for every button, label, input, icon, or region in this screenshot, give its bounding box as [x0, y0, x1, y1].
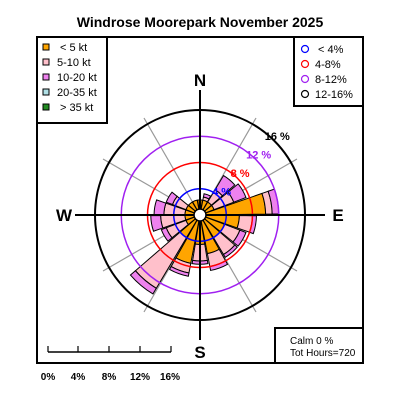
- petal-140-speed-2: [222, 244, 238, 258]
- total-hours-text: Tot Hours=720: [290, 348, 356, 359]
- ring-label-4: 4 %: [212, 186, 231, 198]
- compass-south: S: [194, 343, 205, 362]
- radial-gridline: [143, 117, 201, 216]
- scale-label-2: 8%: [102, 372, 117, 383]
- calm-text: Calm 0 %: [290, 336, 333, 347]
- petal-240-speed-2: [160, 227, 173, 242]
- ring-legend-label-0: < 4%: [318, 44, 344, 56]
- speed-swatch-2: [42, 73, 50, 81]
- scale-ticks: [47, 346, 172, 352]
- ring-legend-label-1: 4-8%: [315, 59, 341, 71]
- petal-120-speed-2: [232, 229, 247, 247]
- speed-swatch-0: [42, 43, 50, 51]
- petal-260-speed-2: [150, 215, 164, 232]
- petal-300-speed-2: [165, 191, 178, 206]
- speed-swatch-1: [42, 58, 50, 66]
- ring-legend-box: [293, 36, 364, 107]
- speed-label-3: 20-35 kt: [57, 87, 97, 99]
- scale-label-4: 16%: [160, 372, 180, 383]
- ring-labels: 4 %8 % 12 % 16 %: [212, 131, 290, 199]
- ring-legend-label-3: 12-16%: [315, 89, 353, 101]
- speed-label-1: 5-10 kt: [57, 57, 91, 69]
- ring-label-16: 16 %: [265, 131, 290, 143]
- petal-220-speed-2: [129, 270, 158, 295]
- ring-label-8: 8 %: [231, 168, 250, 180]
- ring-legend-label-2: 8-12%: [315, 74, 347, 86]
- rose: 4 %8 % 12 % 16 %: [75, 90, 325, 340]
- ring-legend-marker-2: [300, 74, 310, 84]
- speed-legend: < 5 kt 5-10 kt 10-20 kt 20-35 kt > 35 kt: [36, 36, 108, 124]
- calm-circle: [193, 208, 207, 222]
- speed-swatch-4: [42, 103, 50, 111]
- petal-280-speed-2: [153, 199, 167, 216]
- compass-north: N: [194, 71, 206, 90]
- scale-bar: 0% 4% 8% 12% 16%: [41, 346, 180, 383]
- ring-legend-marker-0: [300, 44, 310, 54]
- calm-box: Calm 0 % Tot Hours=720: [274, 327, 364, 364]
- ring-legend-marker-3: [300, 89, 310, 99]
- ring-label-12: 12 %: [246, 149, 271, 161]
- compass-west: W: [56, 206, 73, 225]
- ring-legend: < 4% 4-8% 8-12% 12-16%: [293, 36, 364, 107]
- scale-label-1: 4%: [71, 372, 86, 383]
- petal-20-speed-2: [202, 193, 212, 200]
- petal-40-speed-2: [214, 174, 236, 197]
- scale-label-0: 0%: [41, 372, 56, 383]
- chart-title: Windrose Moorepark November 2025: [77, 14, 324, 30]
- speed-label-2: 10-20 kt: [57, 72, 97, 84]
- petal-200-speed-2: [168, 265, 190, 277]
- petal-60-speed-2: [227, 183, 247, 203]
- ring-legend-marker-1: [300, 59, 310, 69]
- plot-frame: [36, 36, 364, 364]
- compass-east: E: [332, 206, 343, 225]
- speed-swatch-3: [42, 88, 50, 96]
- scale-label-3: 12%: [130, 372, 150, 383]
- speed-label-0: < 5 kt: [60, 42, 87, 54]
- petals: [129, 174, 280, 295]
- calm-box-frame: [274, 327, 364, 364]
- speed-label-4: > 35 kt: [60, 102, 93, 114]
